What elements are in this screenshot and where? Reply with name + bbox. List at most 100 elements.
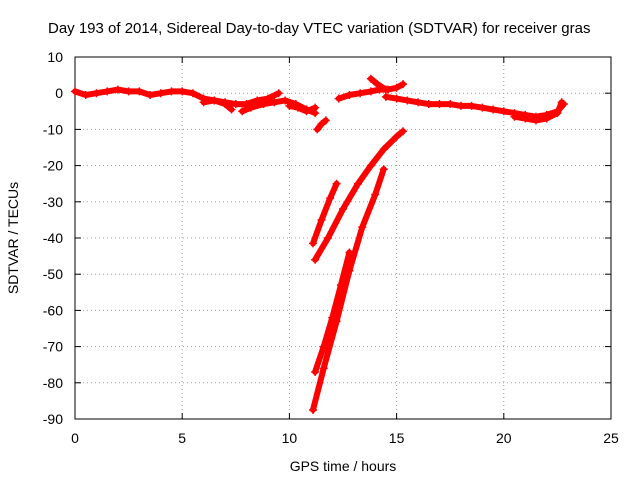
data-point — [270, 98, 279, 107]
y-tick-label: -90 — [43, 411, 63, 427]
series-arc-11 — [311, 127, 408, 264]
series-line — [382, 93, 567, 120]
data-point — [334, 94, 343, 103]
data-point — [259, 100, 268, 109]
data-point — [332, 179, 341, 188]
data-point — [113, 85, 122, 94]
data-point — [308, 239, 317, 248]
data-point — [167, 87, 176, 96]
data-point — [227, 105, 236, 114]
data-point — [339, 205, 347, 214]
data-point — [489, 105, 498, 114]
series-arc-8 — [381, 92, 568, 121]
data-point — [103, 87, 112, 96]
y-tick-label: -80 — [43, 375, 63, 391]
data-point — [356, 89, 365, 98]
series-arc-12 — [308, 165, 388, 414]
data-point — [81, 91, 90, 100]
series-arc-10 — [308, 179, 341, 248]
series-arc-5 — [313, 116, 330, 134]
data-point — [521, 114, 530, 123]
x-tick-label: 20 — [496, 430, 512, 446]
data-point — [317, 215, 326, 224]
x-tick-label: 25 — [603, 430, 619, 446]
data-point — [403, 96, 412, 105]
data-point — [467, 101, 476, 110]
data-point — [345, 248, 354, 257]
data-point — [156, 89, 165, 98]
data-point — [392, 94, 401, 103]
grid-lines — [75, 57, 611, 419]
data-point — [399, 80, 408, 89]
series-arc-7 — [366, 74, 390, 94]
data-point — [274, 89, 283, 98]
data-point — [510, 112, 519, 121]
y-tick-label: 0 — [55, 85, 63, 101]
data-point — [557, 98, 566, 107]
data-point — [319, 342, 328, 351]
series-arc-4 — [285, 101, 320, 116]
data-point — [199, 98, 208, 107]
data-point — [238, 107, 247, 116]
y-axis-label: SDTVAR / TECUs — [5, 182, 21, 294]
data-point — [478, 103, 487, 112]
chart-title: Day 193 of 2014, Sidereal Day-to-day VTE… — [48, 20, 590, 37]
series-arc-9 — [510, 98, 566, 125]
data-point — [456, 101, 465, 110]
data-point — [221, 98, 230, 107]
y-tick-label: -70 — [43, 339, 63, 355]
data-point — [321, 116, 330, 125]
data-point — [285, 101, 294, 110]
x-tick-label: 10 — [282, 430, 298, 446]
data-point — [366, 74, 375, 83]
data-point — [188, 89, 197, 98]
data-point — [317, 119, 326, 128]
data-point — [371, 190, 380, 199]
data-point — [373, 80, 382, 89]
y-tick-label: -20 — [43, 158, 63, 174]
data-point — [553, 109, 562, 118]
data-point — [354, 179, 363, 188]
data-point — [379, 165, 388, 174]
y-tick-label: -10 — [43, 121, 63, 137]
data-point — [326, 194, 335, 203]
data-point — [323, 234, 332, 242]
axis-ticks: 0 5 10 15 20 25 10 0 -10 -20 -30 -40 -50 -60 -70 -80 -90 — [43, 49, 619, 446]
data-point — [542, 114, 551, 123]
x-tick-label: 0 — [71, 430, 79, 446]
data-point — [414, 98, 423, 107]
data-point — [358, 223, 367, 232]
data-point — [311, 367, 320, 376]
data-point — [379, 145, 388, 154]
y-tick-label: -50 — [43, 266, 63, 282]
data-point — [124, 87, 133, 96]
data-point — [246, 103, 255, 112]
data-point — [328, 313, 337, 322]
data-point — [366, 161, 375, 170]
data-point — [392, 132, 401, 141]
series-line — [286, 102, 319, 115]
data-point — [424, 100, 433, 109]
data-point — [302, 107, 311, 116]
y-tick-label: -30 — [43, 194, 63, 210]
series-line — [312, 249, 353, 375]
data-point — [231, 100, 240, 109]
data-point — [446, 100, 455, 109]
data-point — [281, 96, 290, 105]
data-point — [381, 92, 390, 101]
data-point — [345, 91, 354, 100]
data-point — [311, 103, 320, 112]
data-point — [71, 87, 79, 96]
data-point — [366, 87, 375, 96]
data-point — [499, 107, 508, 116]
data-point — [531, 116, 540, 125]
data-point — [435, 100, 444, 109]
data-point — [146, 91, 155, 100]
data-point — [210, 96, 219, 105]
data-point — [92, 89, 101, 98]
y-tick-label: 10 — [47, 49, 63, 65]
series-line — [310, 180, 340, 247]
series-line — [312, 128, 406, 263]
x-tick-label: 15 — [389, 430, 405, 446]
